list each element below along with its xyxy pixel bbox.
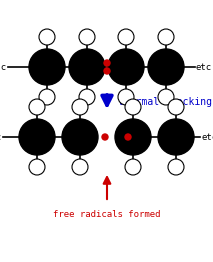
Circle shape bbox=[104, 68, 110, 74]
Circle shape bbox=[125, 134, 131, 140]
Circle shape bbox=[72, 159, 88, 175]
Text: etc: etc bbox=[201, 133, 213, 141]
Circle shape bbox=[118, 29, 134, 45]
Circle shape bbox=[158, 119, 194, 155]
Text: etc: etc bbox=[0, 133, 2, 141]
Circle shape bbox=[168, 99, 184, 115]
Circle shape bbox=[125, 99, 141, 115]
Circle shape bbox=[29, 49, 65, 85]
Circle shape bbox=[102, 134, 108, 140]
Circle shape bbox=[39, 29, 55, 45]
Circle shape bbox=[115, 119, 151, 155]
Text: free radicals formed: free radicals formed bbox=[53, 210, 161, 219]
Circle shape bbox=[108, 49, 144, 85]
Circle shape bbox=[168, 159, 184, 175]
Circle shape bbox=[72, 99, 88, 115]
Text: etc: etc bbox=[0, 63, 7, 72]
Circle shape bbox=[148, 49, 184, 85]
Circle shape bbox=[62, 119, 98, 155]
Circle shape bbox=[104, 60, 110, 66]
Circle shape bbox=[39, 89, 55, 105]
Circle shape bbox=[69, 49, 105, 85]
Circle shape bbox=[125, 159, 141, 175]
Text: thermal cracking: thermal cracking bbox=[118, 97, 212, 107]
Text: etc: etc bbox=[196, 63, 212, 72]
Circle shape bbox=[79, 89, 95, 105]
Circle shape bbox=[158, 29, 174, 45]
Circle shape bbox=[29, 99, 45, 115]
Circle shape bbox=[79, 29, 95, 45]
Circle shape bbox=[158, 89, 174, 105]
Circle shape bbox=[118, 89, 134, 105]
Circle shape bbox=[29, 159, 45, 175]
Circle shape bbox=[19, 119, 55, 155]
